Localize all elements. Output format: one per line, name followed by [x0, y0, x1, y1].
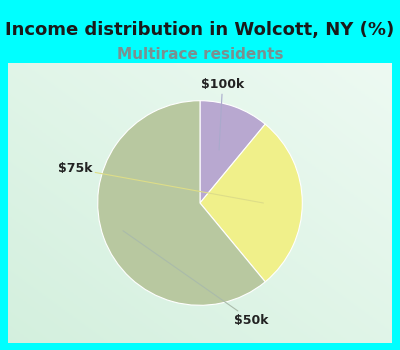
Text: $100k: $100k — [201, 78, 244, 150]
Text: $75k: $75k — [58, 162, 264, 203]
Wedge shape — [200, 124, 302, 282]
Wedge shape — [98, 101, 265, 305]
Text: $50k: $50k — [123, 231, 268, 327]
Text: Multirace residents: Multirace residents — [117, 47, 283, 62]
Wedge shape — [200, 101, 265, 203]
Text: Income distribution in Wolcott, NY (%): Income distribution in Wolcott, NY (%) — [5, 21, 395, 39]
